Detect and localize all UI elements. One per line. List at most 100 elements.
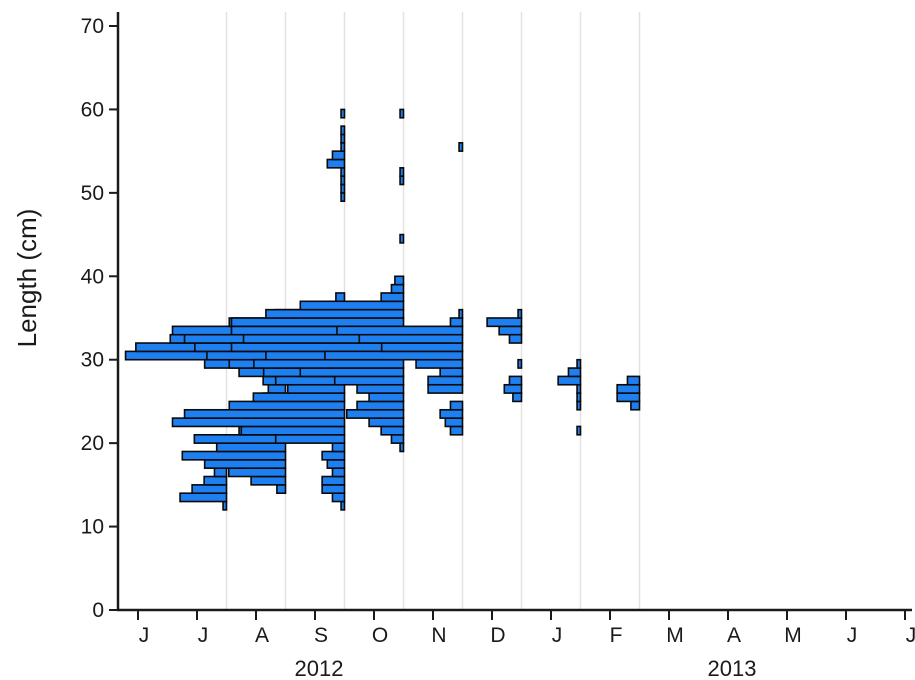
histogram-bar (203, 459, 287, 469)
year-label: 2013 (708, 656, 757, 680)
histogram-bar (444, 417, 464, 428)
histogram-bar (368, 392, 405, 403)
y-tick-label: 40 (81, 265, 104, 288)
histogram-bar (399, 108, 405, 119)
histogram-bar (321, 450, 346, 461)
axes (116, 12, 912, 612)
y-tick-label: 0 (92, 599, 104, 622)
histogram-bar (616, 383, 641, 394)
histogram-bar (191, 484, 228, 495)
histogram-bar (390, 283, 405, 294)
histogram-bar (335, 292, 346, 303)
histogram-bar (517, 358, 523, 369)
histogram-bar (340, 108, 346, 119)
histogram-bar (331, 467, 346, 478)
histogram-bar (203, 475, 228, 486)
histogram-bar (356, 400, 405, 411)
histogram-bar (340, 500, 346, 511)
y-tick-label: 70 (81, 15, 104, 38)
histogram-bar (512, 392, 523, 403)
histogram-bar (340, 125, 346, 136)
x-tick-label: M (784, 624, 802, 647)
x-tick-label: D (490, 624, 505, 647)
histogram-bar (253, 358, 405, 369)
histogram-bar (240, 425, 346, 436)
y-axis-ticks: 0 10 20 30 40 50 60 70 (81, 15, 118, 622)
histogram-bar (576, 400, 582, 411)
histogram-bar (498, 325, 523, 336)
histogram-bar (576, 425, 582, 436)
histogram-bar (181, 450, 287, 461)
histogram-bar (399, 233, 405, 244)
histogram-bar (399, 167, 405, 177)
histogram-bar (340, 183, 346, 194)
x-tick-label: A (727, 624, 741, 647)
histogram-bar (576, 383, 582, 394)
histogram-bar (286, 383, 346, 394)
histogram-bar (213, 467, 228, 478)
histogram-bar (557, 375, 582, 386)
histogram-bar (567, 367, 582, 378)
histogram-bar (193, 433, 287, 444)
histogram-bar (415, 358, 464, 369)
histogram-bar (427, 383, 464, 394)
histogram-bar (399, 175, 405, 186)
histogram-bar (427, 375, 464, 386)
y-tick-label: 60 (81, 98, 104, 121)
histogram-bar (458, 308, 464, 319)
histogram-bar (626, 375, 641, 386)
histogram-bar (299, 300, 405, 311)
histogram-bar (179, 492, 228, 503)
histogram-bar (171, 417, 346, 428)
histogram-bars (124, 108, 641, 511)
histogram-bar (439, 408, 464, 419)
histogram-bar (340, 167, 346, 177)
histogram-bar (380, 292, 405, 303)
x-tick-label: J (139, 624, 150, 647)
x-tick-label: J (906, 624, 915, 647)
histogram-bar (340, 133, 346, 144)
histogram-bar (503, 383, 523, 394)
histogram-bar (394, 275, 405, 286)
histogram-bar (252, 392, 346, 403)
histogram-bar (222, 500, 228, 511)
x-tick-label: N (431, 624, 446, 647)
histogram-bar (449, 425, 464, 436)
histogram-bar (324, 350, 464, 361)
histogram-bar (458, 142, 464, 152)
histogram-bar (439, 367, 464, 378)
histogram-bar (336, 325, 464, 336)
histogram-bar (508, 375, 523, 386)
histogram-bar (576, 358, 582, 369)
histogram-bar (299, 367, 405, 378)
x-tick-label: S (314, 624, 328, 647)
histogram-bar (358, 333, 464, 344)
histogram-bar (230, 342, 405, 353)
histogram-bar (228, 400, 346, 411)
histogram-bar (576, 392, 582, 403)
x-tick-label: J (198, 624, 209, 647)
y-tick-label: 30 (81, 349, 104, 372)
histogram-bar (331, 150, 346, 161)
histogram-bar (345, 408, 405, 419)
y-tick-label: 50 (81, 182, 104, 205)
histogram-bar (227, 467, 287, 478)
x-tick-label: M (666, 624, 684, 647)
histogram-bar (517, 308, 523, 319)
histogram-bar (331, 442, 346, 453)
histogram-bar (215, 442, 287, 453)
histogram-bar (340, 175, 346, 186)
histogram-bar (616, 392, 641, 403)
histogram-bar (630, 400, 641, 411)
histogram-bar (326, 459, 346, 469)
histogram-bar (368, 417, 405, 428)
histogram-bar (230, 317, 405, 328)
histogram-bar (321, 475, 346, 486)
histogram-bar (449, 317, 464, 328)
histogram-bar (250, 475, 287, 486)
histogram-bar (340, 192, 346, 203)
histogram-bar (331, 492, 346, 503)
histogram-bar (390, 433, 405, 444)
